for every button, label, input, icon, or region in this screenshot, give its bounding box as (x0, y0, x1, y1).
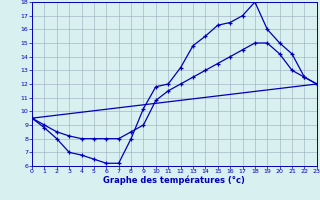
X-axis label: Graphe des températures (°c): Graphe des températures (°c) (103, 176, 245, 185)
